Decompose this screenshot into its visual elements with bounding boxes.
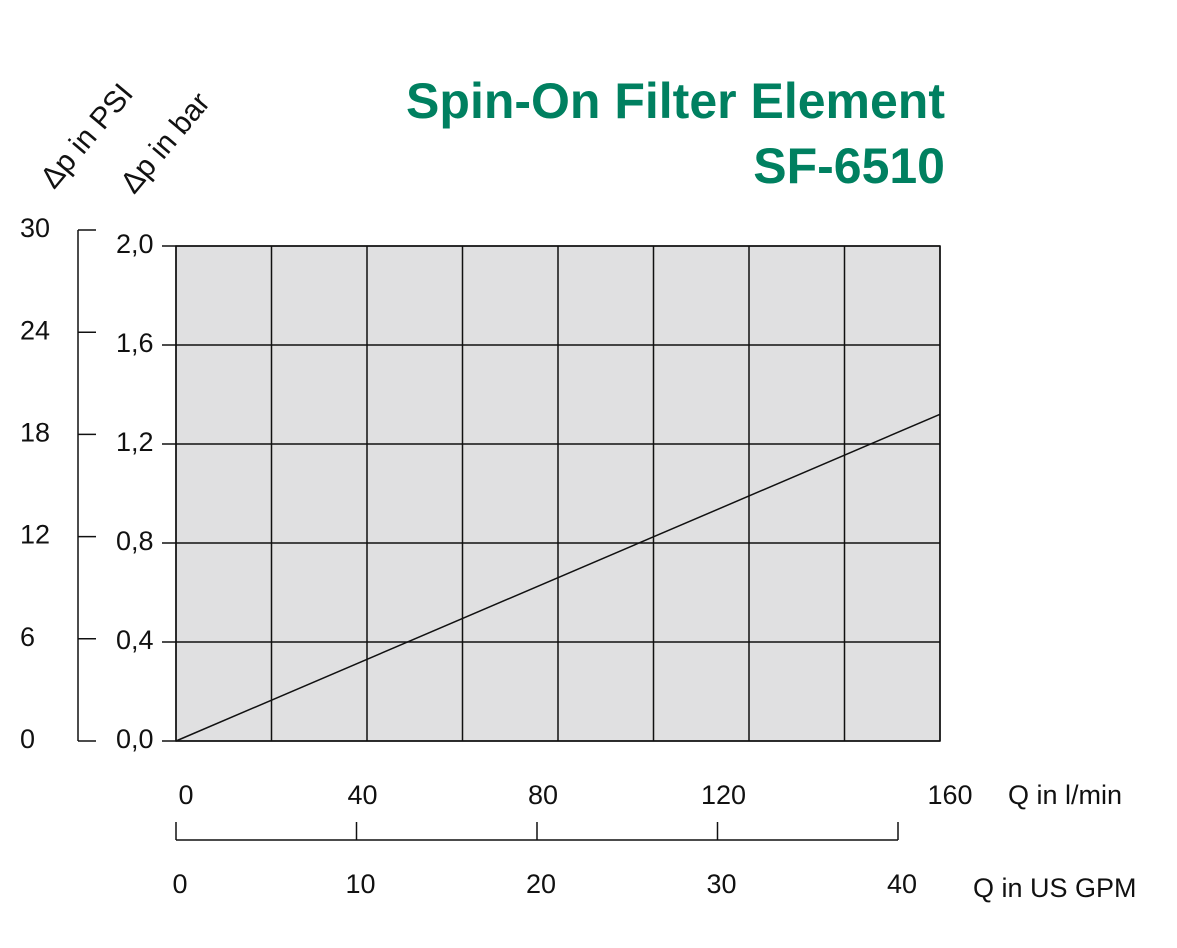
y2-tick-label: 12 — [20, 520, 50, 550]
chart-title: Spin-On Filter Element — [406, 73, 945, 129]
y-tick-label: 2,0 — [116, 229, 154, 259]
y-tick-label: 1,2 — [116, 427, 154, 457]
y-tick-label: 1,6 — [116, 328, 154, 358]
y2-tick-label: 24 — [20, 315, 50, 345]
x2-tick-label: 0 — [172, 869, 187, 899]
chart-subtitle: SF-6510 — [753, 138, 945, 194]
x-tick-label: 160 — [927, 780, 972, 810]
x2-tick-label: 10 — [345, 869, 375, 899]
x2-axis-label: Q in US GPM — [973, 873, 1137, 903]
y-tick-label: 0,0 — [116, 724, 154, 754]
y2-tick-label: 6 — [20, 622, 35, 652]
x-tick-label: 120 — [701, 780, 746, 810]
x-axis-label: Q in l/min — [1008, 780, 1122, 810]
y2-tick-label: 30 — [20, 213, 50, 243]
y-tick-label: 0,4 — [116, 625, 154, 655]
y2-tick-label: 0 — [20, 724, 35, 754]
data-line — [175, 413, 941, 742]
x2-tick-label: 30 — [706, 869, 736, 899]
x-tick-label: 40 — [347, 780, 377, 810]
y-tick-label: 0,8 — [116, 526, 154, 556]
x2-tick-label: 40 — [887, 869, 917, 899]
x-tick-label: 80 — [528, 780, 558, 810]
x2-tick-label: 20 — [526, 869, 556, 899]
x-tick-label: 0 — [178, 780, 193, 810]
y2-tick-label: 18 — [20, 418, 50, 448]
